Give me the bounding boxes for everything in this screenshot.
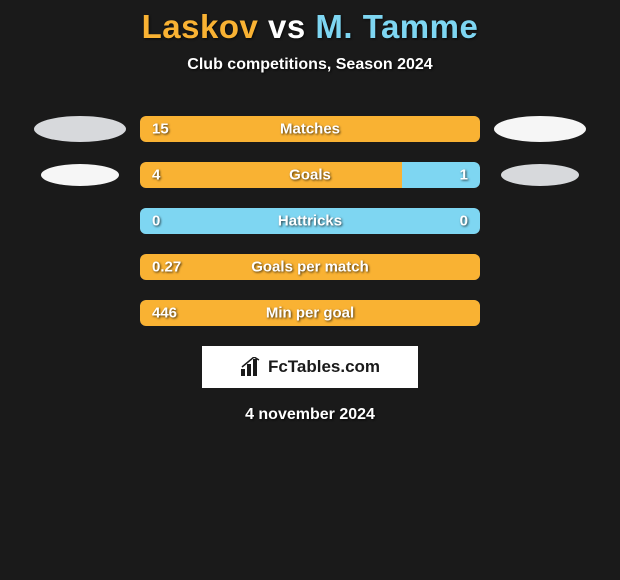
- stat-left-value: 0: [152, 213, 160, 230]
- stat-bar: Hattricks 0 0: [140, 208, 480, 234]
- right-disc: [494, 116, 586, 142]
- stat-bar: Goals 4 1: [140, 162, 480, 188]
- disc-wrap-left: [20, 116, 140, 142]
- page-title: Laskov vs M. Tamme: [0, 0, 620, 46]
- stat-row: Goals per match 0.27: [0, 254, 620, 280]
- bars-icon: [240, 357, 262, 377]
- stat-left-value: 4: [152, 167, 160, 184]
- stat-bar: Min per goal 446: [140, 300, 480, 326]
- logo-text: FcTables.com: [268, 357, 380, 377]
- stat-row: Hattricks 0 0: [0, 208, 620, 234]
- stat-right-value: 1: [460, 167, 468, 184]
- stats-rows: Matches 15 Goals 4 1 Hattricks 0 0 Goals per mat…: [0, 116, 620, 326]
- bar-fill-left: [140, 162, 402, 188]
- stat-label: Goals: [289, 167, 331, 184]
- stat-right-value: 0: [460, 213, 468, 230]
- player2-name: M. Tamme: [315, 8, 478, 45]
- stat-row: Goals 4 1: [0, 162, 620, 188]
- player1-name: Laskov: [142, 8, 259, 45]
- stat-bar: Matches 15: [140, 116, 480, 142]
- stat-row: Matches 15: [0, 116, 620, 142]
- right-disc: [501, 164, 579, 186]
- disc-wrap-left: [20, 164, 140, 186]
- bar-fill-right: [402, 162, 480, 188]
- stat-row: Min per goal 446: [0, 300, 620, 326]
- subtitle: Club competitions, Season 2024: [0, 56, 620, 74]
- stat-left-value: 0.27: [152, 259, 181, 276]
- date-text: 4 november 2024: [0, 406, 620, 424]
- stat-label: Matches: [280, 121, 340, 138]
- left-disc: [34, 116, 126, 142]
- vs-text: vs: [268, 8, 306, 45]
- disc-wrap-right: [480, 164, 600, 186]
- stat-left-value: 446: [152, 305, 177, 322]
- stat-bar: Goals per match 0.27: [140, 254, 480, 280]
- left-disc: [41, 164, 119, 186]
- stat-left-value: 15: [152, 121, 169, 138]
- stat-label: Hattricks: [278, 213, 342, 230]
- stat-label: Min per goal: [266, 305, 354, 322]
- fctables-logo[interactable]: FcTables.com: [202, 346, 418, 388]
- disc-wrap-right: [480, 116, 600, 142]
- stat-label: Goals per match: [251, 259, 369, 276]
